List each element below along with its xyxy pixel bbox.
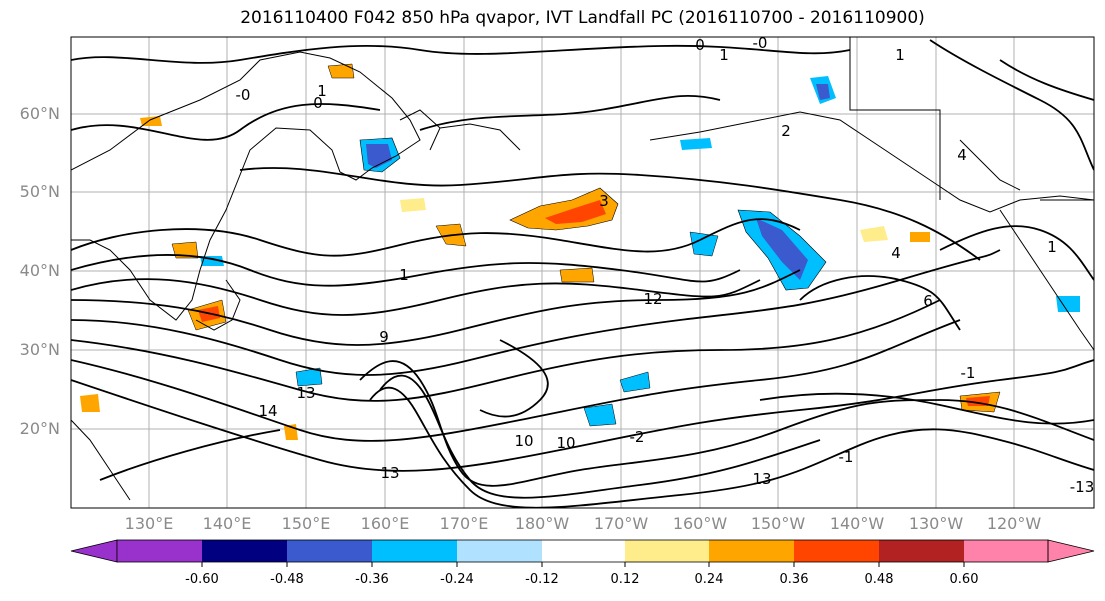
contour-label: -0 (236, 86, 251, 104)
contour-label: 2 (781, 122, 791, 140)
colorbar-tick-label: 0.48 (864, 572, 894, 587)
colorbar-frame (116, 539, 1049, 563)
colorbar-cell (542, 540, 625, 562)
contour-label: -1 (961, 364, 976, 382)
longitude-label: 170°W (593, 514, 649, 533)
longitude-label: 150°W (750, 514, 806, 533)
contour-label: 1 (719, 46, 729, 64)
colorbar-cells (117, 540, 1048, 562)
latitude-label: 50°N (19, 182, 60, 201)
latitude-label: 20°N (19, 419, 60, 438)
contour-label: 13 (380, 464, 399, 482)
longitude-label: 140°W (829, 514, 885, 533)
colorbar-extend-high (1047, 539, 1095, 563)
colorbar-cell (794, 540, 879, 562)
contour-label: 1 (1047, 238, 1057, 256)
contour-label: 1 (317, 82, 327, 100)
colorbar-ticks (201, 562, 965, 567)
colorbar-extend-low (70, 539, 118, 563)
colorbar-cell (457, 540, 542, 562)
longitude-label: 160°W (672, 514, 728, 533)
contour-label: 9 (379, 328, 389, 346)
contour-label: 1 (895, 46, 905, 64)
colorbar-cell (964, 540, 1048, 562)
longitude-label: 170°E (439, 514, 489, 533)
contour-label: 1 (399, 266, 409, 284)
longitude-label: 160°E (360, 514, 410, 533)
contour-label: 13 (296, 384, 315, 402)
contour-label: -0 (753, 34, 768, 52)
colorbar-tick-label: -0.48 (270, 572, 304, 587)
contour-label: 13 (752, 470, 771, 488)
colorbar-tick-label: 0.12 (610, 572, 640, 587)
map-frame (70, 36, 1095, 509)
contour-label: 3 (599, 192, 609, 210)
contour-label: 14 (258, 402, 277, 420)
colorbar-tick-label: 0.60 (949, 572, 979, 587)
colorbar-cell (117, 540, 202, 562)
contour-label: 12 (643, 290, 662, 308)
longitude-label: 120°W (986, 514, 1042, 533)
colorbar-cell (202, 540, 287, 562)
colorbar-cell (879, 540, 964, 562)
contour-label: 6 (923, 292, 933, 310)
contour-label: 10 (514, 432, 533, 450)
latitude-label: 40°N (19, 261, 60, 280)
colorbar-cell (625, 540, 709, 562)
colorbar-cell (709, 540, 794, 562)
contour-label: -1 (839, 448, 854, 466)
colorbar-cell (372, 540, 457, 562)
longitude-label: 140°E (202, 514, 252, 533)
contour-label: 0 (695, 36, 705, 54)
longitude-label: 180°W (514, 514, 570, 533)
contour-label: -13 (1070, 478, 1095, 496)
colorbar-tick-label: -0.36 (355, 572, 389, 587)
colorbar-tick-label: 0.24 (694, 572, 724, 587)
longitude-label: 130°E (124, 514, 174, 533)
colorbar-cell (287, 540, 372, 562)
ivt-contours (71, 39, 1094, 508)
contour-label: 10 (556, 434, 575, 452)
longitude-label: 150°E (281, 514, 331, 533)
contour-label: 4 (891, 244, 901, 262)
gridlines (71, 37, 1094, 508)
latitude-label: 60°N (19, 104, 60, 123)
map-title: 2016110400 F042 850 hPa qvapor, IVT Land… (240, 8, 925, 28)
colorbar-tick-label: -0.24 (440, 572, 474, 587)
latitude-label: 30°N (19, 340, 60, 359)
colorbar-tick-label: -0.60 (185, 572, 219, 587)
contour-label: 4 (957, 146, 967, 164)
colorbar-tick-label: -0.12 (525, 572, 559, 587)
anomaly-fill (80, 63, 1080, 440)
contour-label: 0 (313, 94, 323, 112)
colorbar-tick-label: 0.36 (779, 572, 809, 587)
longitude-label: 130°W (908, 514, 964, 533)
contour-label: -2 (630, 428, 645, 446)
colorbar (70, 539, 1095, 567)
coastlines (71, 37, 1094, 501)
